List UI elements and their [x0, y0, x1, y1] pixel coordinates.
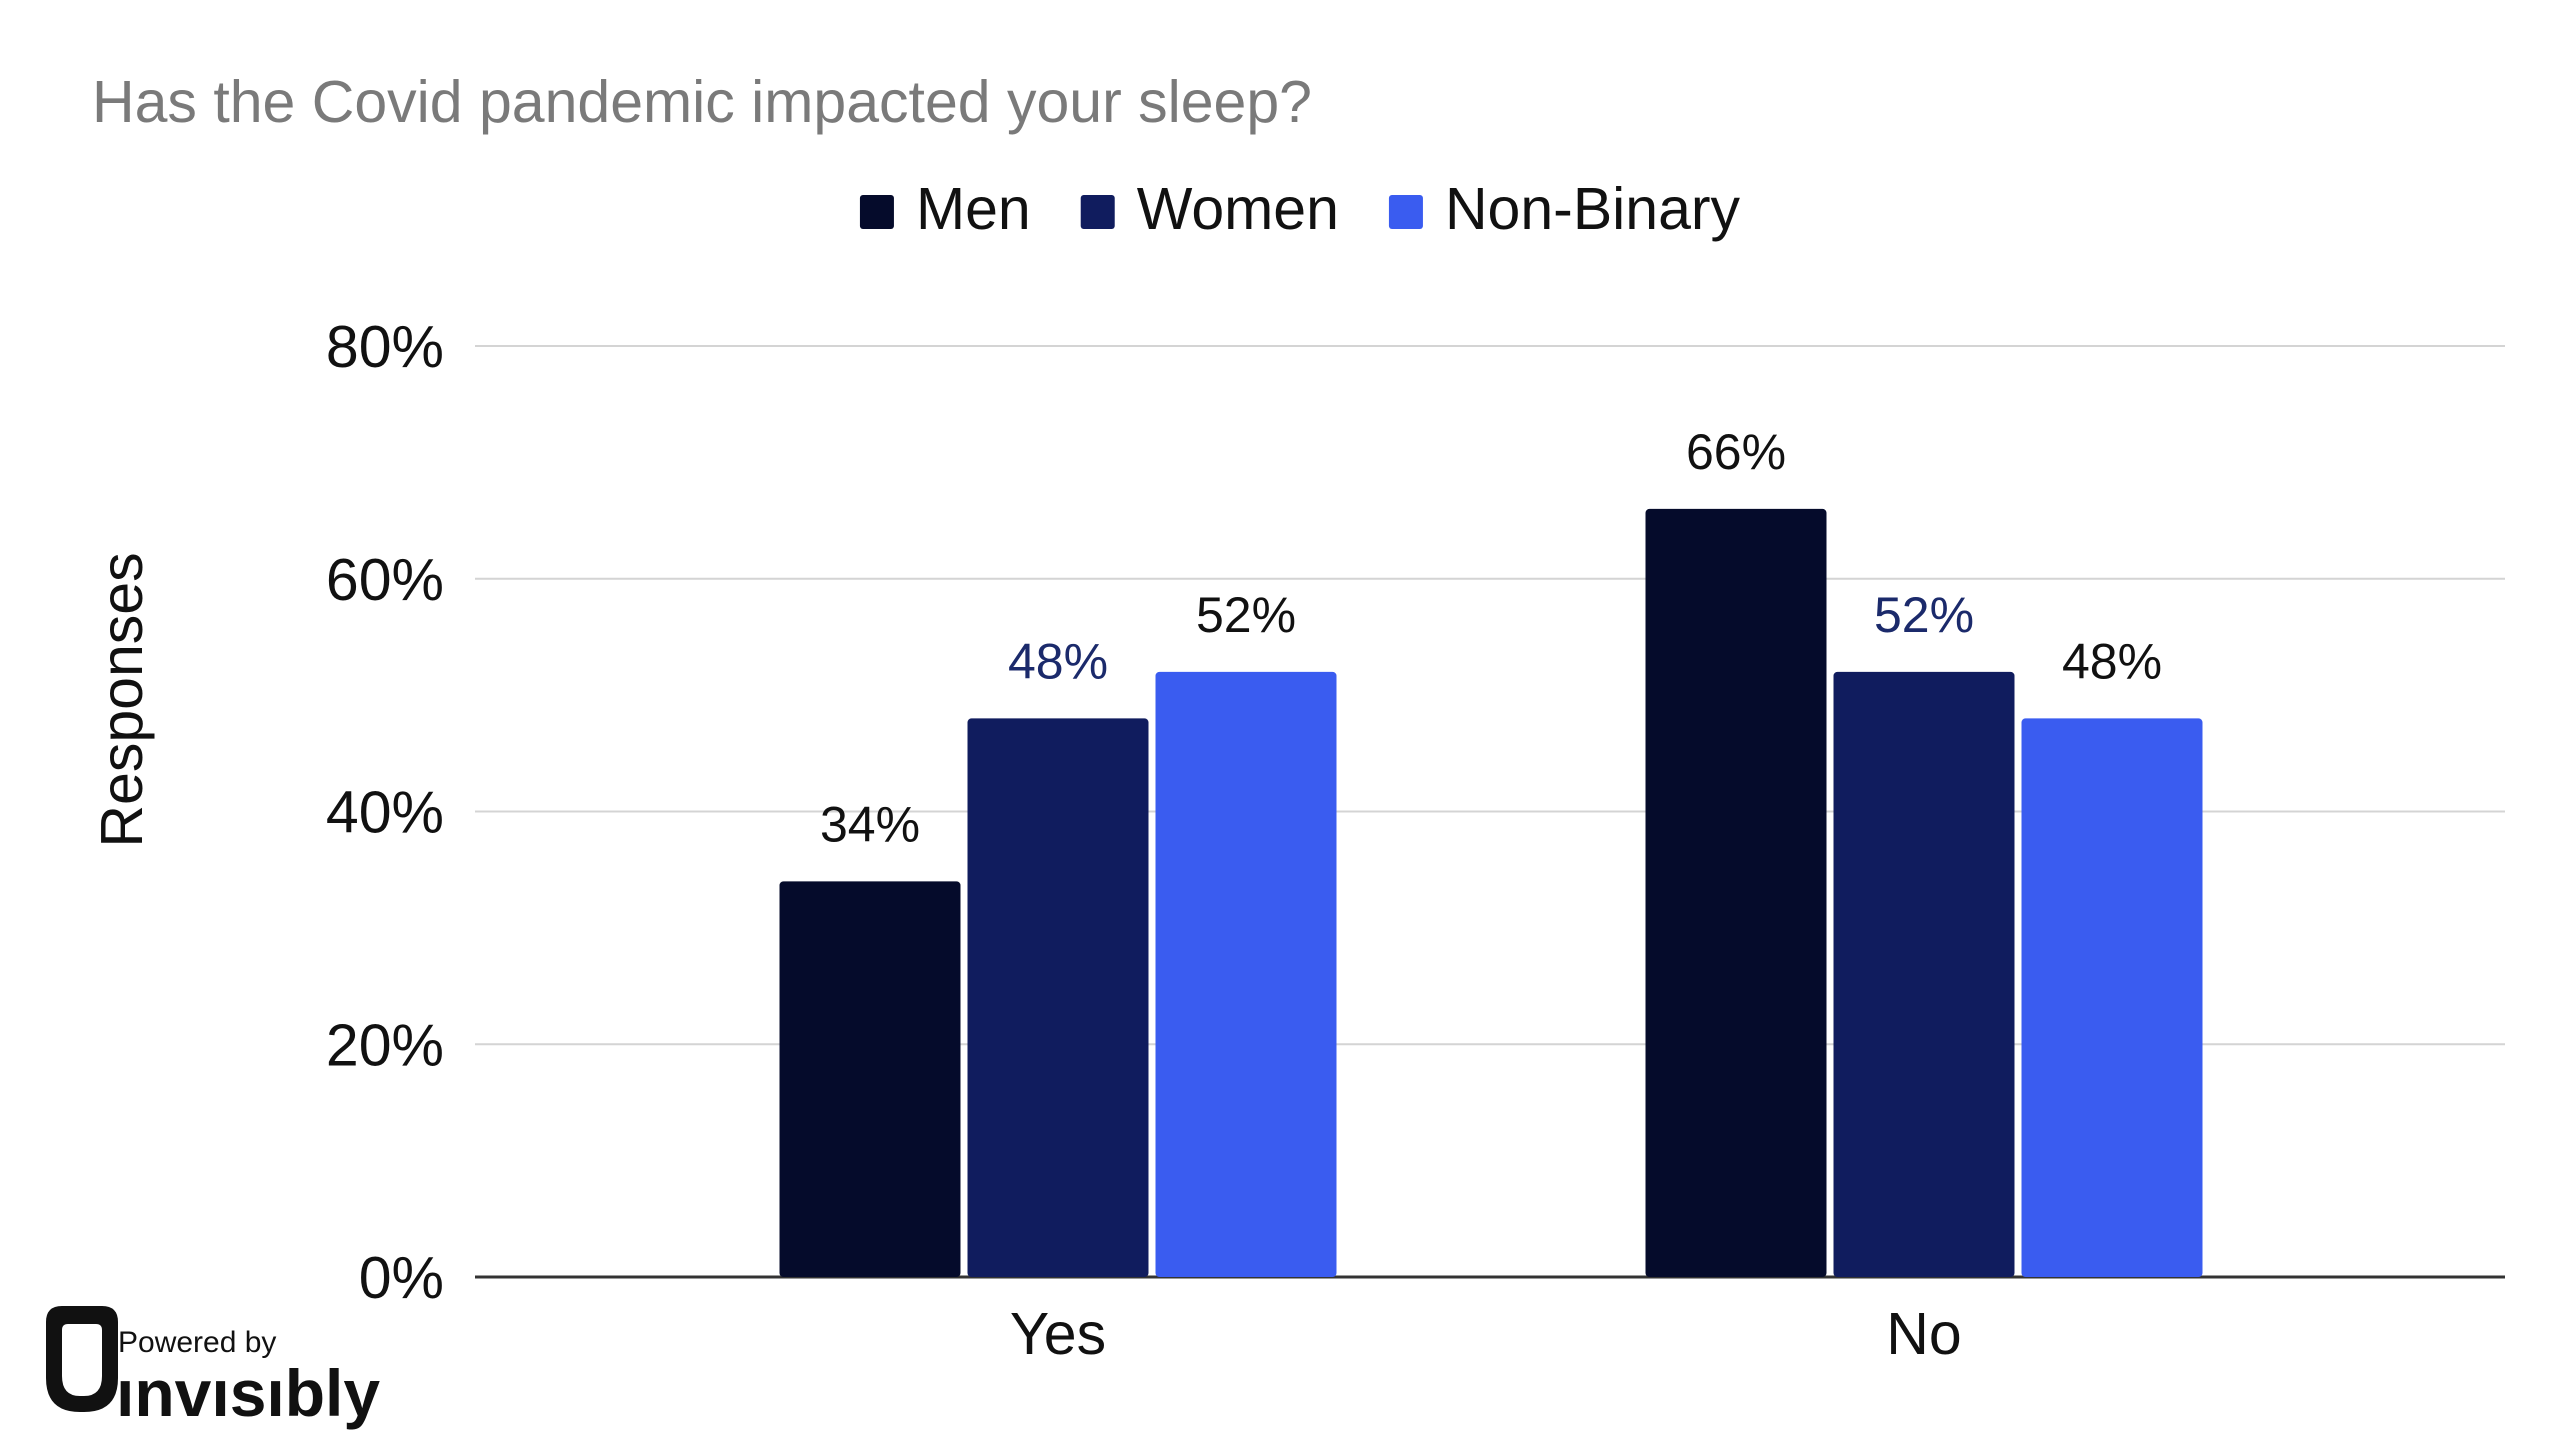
brand-name: ınvısıbly: [116, 1356, 380, 1430]
data-label: 48%: [2062, 633, 2162, 689]
bar-non-binary-yes: [1155, 671, 1337, 1277]
y-tick-label: 60%: [326, 547, 444, 613]
x-category-label: Yes: [1010, 1301, 1106, 1367]
bars: [779, 508, 2203, 1277]
data-label: 66%: [1686, 424, 1786, 480]
chart-title: Has the Covid pandemic impacted your sle…: [92, 69, 1312, 135]
branding: Powered by ınvısıbly: [46, 1306, 380, 1430]
legend-swatch: [859, 195, 894, 229]
legend: Men Women Non-Binary: [859, 176, 1741, 242]
invisibly-logo-icon: [46, 1306, 118, 1412]
data-label: 52%: [1874, 587, 1974, 643]
data-label: 34%: [820, 796, 920, 852]
bar-women-no: [1833, 671, 2015, 1277]
bar-non-binary-no: [2021, 718, 2203, 1277]
legend-swatch: [1388, 195, 1423, 229]
legend-label: Non-Binary: [1445, 176, 1741, 242]
legend-label: Men: [916, 176, 1031, 242]
data-label: 52%: [1196, 587, 1296, 643]
y-tick-label: 20%: [326, 1012, 444, 1078]
bar-men-yes: [779, 881, 961, 1277]
y-tick-label: 40%: [326, 780, 444, 846]
y-tick-label: 0%: [359, 1245, 444, 1311]
bar-men-no: [1645, 508, 1827, 1277]
bar-women-yes: [967, 718, 1149, 1277]
y-axis-ticks: 0% 20% 40% 60% 80%: [326, 314, 444, 1311]
category-labels: Yes No: [1010, 1301, 1962, 1367]
data-labels: 34% 48% 52% 66% 52% 48%: [820, 424, 2162, 852]
powered-by-label: Powered by: [118, 1326, 276, 1359]
legend-label: Women: [1137, 176, 1339, 242]
data-label: 48%: [1008, 633, 1108, 689]
x-category-label: No: [1886, 1301, 1961, 1367]
y-axis-title: Responses: [89, 552, 155, 847]
legend-swatch: [1080, 195, 1115, 229]
y-tick-label: 80%: [326, 314, 444, 380]
